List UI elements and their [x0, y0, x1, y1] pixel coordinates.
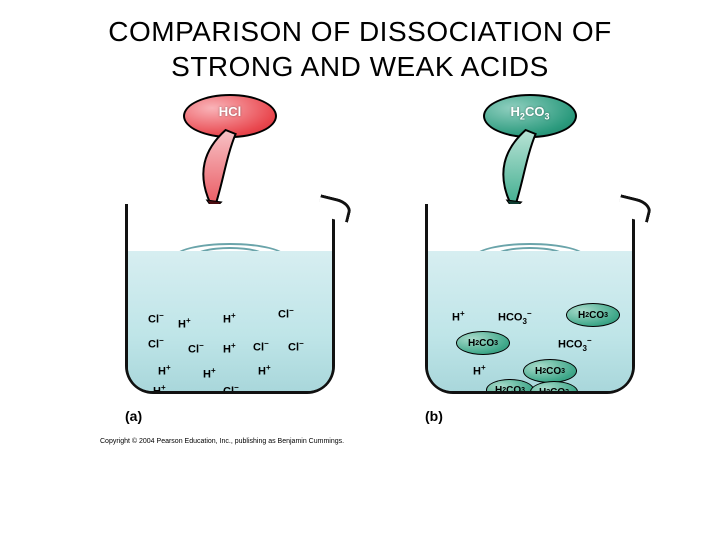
undissociated-molecule: H2CO3: [456, 331, 510, 355]
panel-label-b: (b): [425, 408, 443, 424]
beaker-strong-acid: Cl−H+H+Cl−Cl−Cl−H+Cl−Cl−H+H+H+H+Cl− (a): [125, 204, 335, 394]
dropper-label: HCl: [219, 104, 241, 119]
ion-label: H+: [258, 363, 271, 378]
undissociated-molecule: H2CO3: [530, 381, 578, 391]
copyright-text: Copyright © 2004 Pearson Education, Inc.…: [100, 438, 344, 445]
undissociated-molecule: H2CO3: [523, 359, 577, 383]
dropper-label: H2CO3: [511, 104, 550, 122]
ion-label: Cl−: [188, 341, 204, 356]
ion-label: Cl−: [148, 336, 164, 351]
ion-label: Cl−: [223, 383, 239, 391]
ion-label: H+: [473, 363, 486, 378]
title-line-2: STRONG AND WEAK ACIDS: [171, 51, 549, 82]
ion-label: H+: [223, 341, 236, 356]
ion-label: H+: [452, 309, 465, 324]
ion-label: H+: [223, 311, 236, 326]
beaker-weak-acid: H+HCO3−HCO3−H+H2CO3H2CO3H2CO3H2CO3H2CO3 …: [425, 204, 635, 394]
ion-label: Cl−: [288, 339, 304, 354]
water-body: H+HCO3−HCO3−H+H2CO3H2CO3H2CO3H2CO3H2CO3: [428, 251, 632, 391]
panel-label-a: (a): [125, 408, 142, 424]
ion-label: H+: [158, 363, 171, 378]
ion-label: H+: [203, 366, 216, 381]
ion-label: Cl−: [278, 306, 294, 321]
ion-label: H+: [153, 383, 166, 391]
ion-label: HCO3−: [498, 309, 532, 326]
ion-label: Cl−: [148, 311, 164, 326]
undissociated-molecule: H2CO3: [566, 303, 620, 327]
diagram-area: HCl Cl− H+ H+ Cl− Cl− Cl− H+ Cl− Cl− H+: [0, 94, 720, 514]
undissociated-molecule: H2CO3: [486, 379, 534, 391]
page-title: COMPARISON OF DISSOCIATION OF STRONG AND…: [0, 0, 720, 84]
ion-label: H+: [178, 316, 191, 331]
ion-label: HCO3−: [558, 336, 592, 353]
water-body: Cl− H+ H+ Cl− Cl− Cl− H+ Cl− Cl− H+ H+ H+ H+ Cl−: [128, 251, 332, 391]
ion-label: Cl−: [253, 339, 269, 354]
title-line-1: COMPARISON OF DISSOCIATION OF: [108, 16, 612, 47]
